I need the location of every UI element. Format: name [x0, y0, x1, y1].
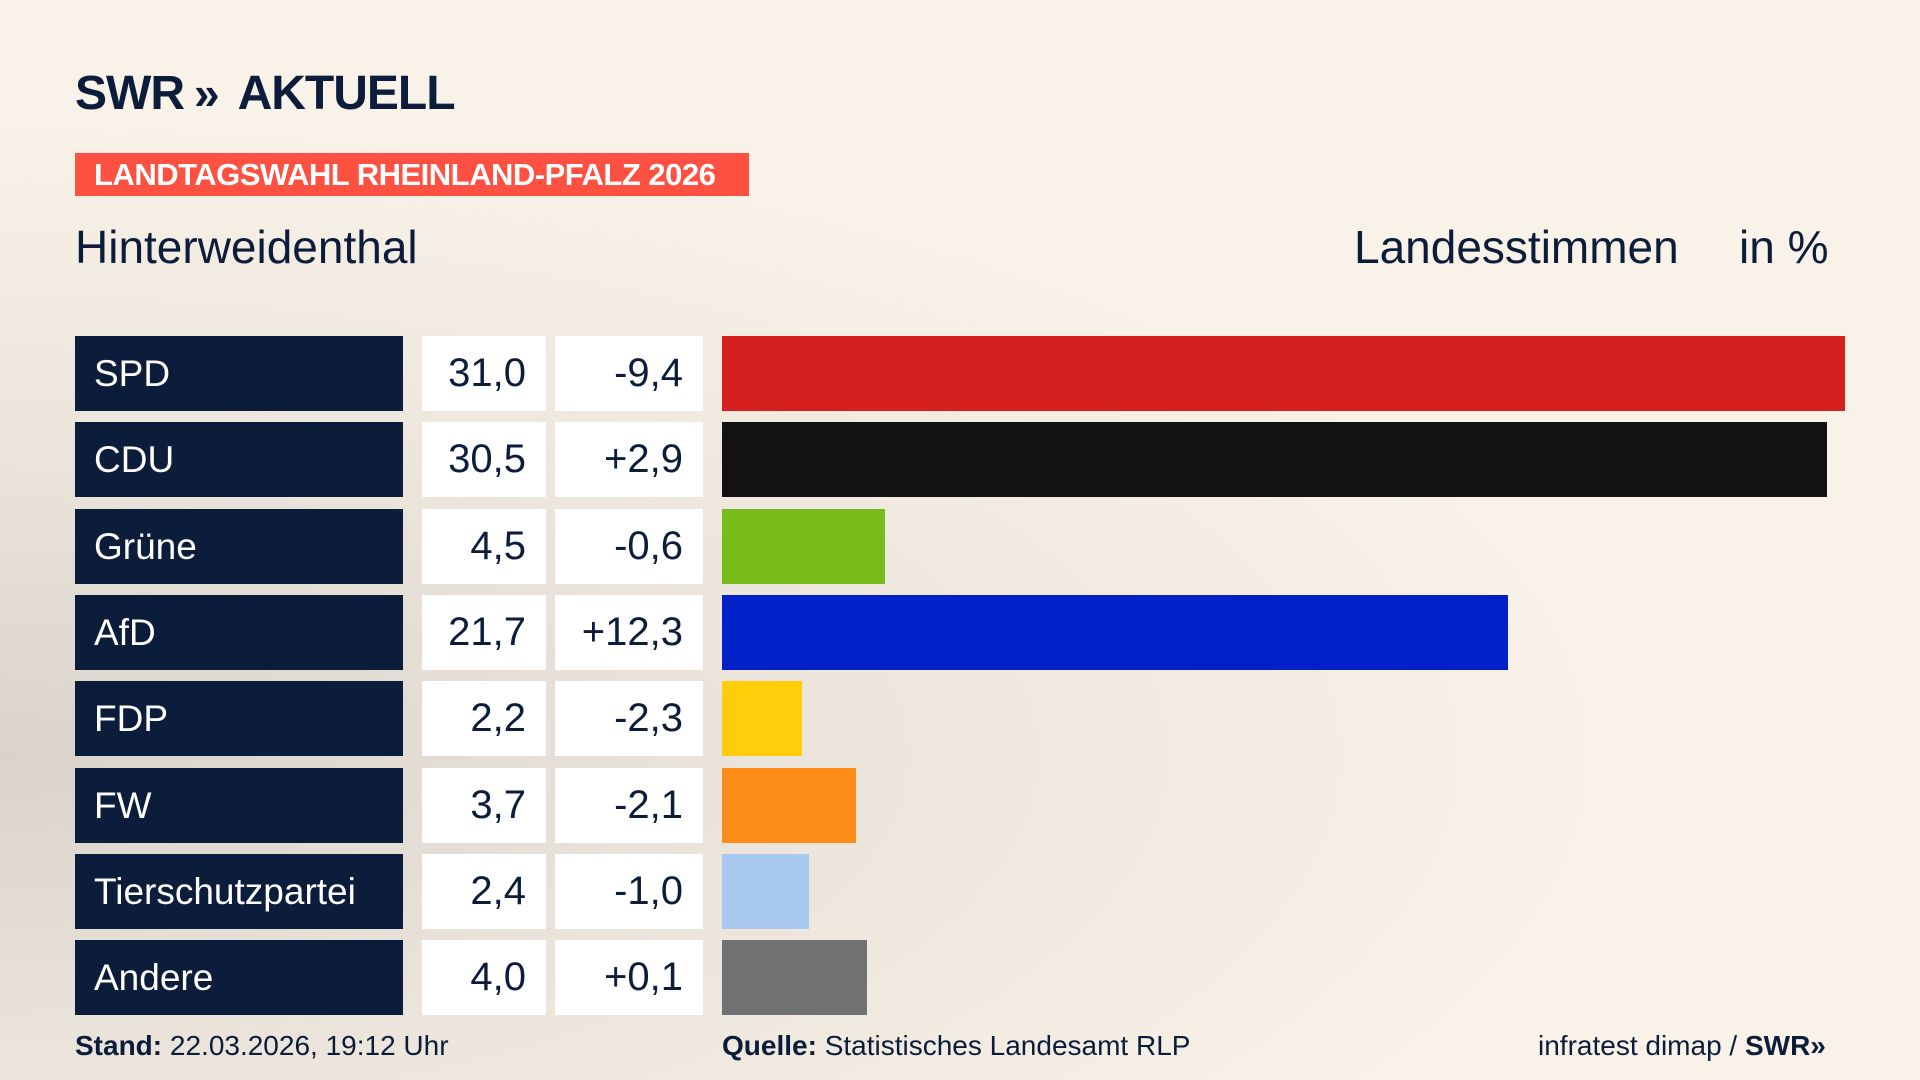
credit-text: infratest dimap /: [1538, 1030, 1738, 1061]
party-diff: -1,0: [555, 853, 703, 929]
party-bar: [722, 767, 857, 843]
chevron-icon: »: [193, 67, 219, 119]
party-name: FDP: [75, 681, 403, 757]
party-name: Grüne: [75, 508, 403, 584]
stand: Stand: 22.03.2026, 19:12 Uhr: [75, 1030, 449, 1062]
party-value: 4,0: [422, 940, 546, 1016]
party-row: FDP 2,2 -2,3: [75, 681, 1875, 757]
party-name: Tierschutzpartei: [75, 853, 403, 929]
party-value: 31,0: [422, 336, 546, 411]
source: Quelle: Statistisches Landesamt RLP: [722, 1030, 1190, 1062]
party-row: Tierschutzpartei 2,4 -1,0: [75, 853, 1875, 929]
party-bar: [722, 508, 886, 584]
party-row: CDU 30,5 +2,9: [75, 422, 1875, 498]
party-row: Andere 4,0 +0,1: [75, 940, 1875, 1016]
party-row: Grüne 4,5 -0,6: [75, 508, 1875, 584]
party-row: FW 3,7 -2,1: [75, 767, 1875, 843]
party-bar: [722, 594, 1509, 670]
unit-label: in %: [1739, 221, 1829, 273]
logo-swr: SWR: [75, 66, 185, 120]
party-name: SPD: [75, 336, 403, 411]
party-value: 3,7: [422, 767, 546, 843]
party-value: 30,5: [422, 422, 546, 498]
swr-aktuell-logo: SWR » AKTUELL: [75, 67, 456, 120]
source-label: Quelle:: [722, 1030, 817, 1061]
source-value: Statistisches Landesamt RLP: [824, 1030, 1191, 1061]
party-bar: [722, 422, 1827, 498]
party-name: AfD: [75, 594, 403, 670]
party-value: 21,7: [422, 594, 546, 670]
party-diff: -2,1: [555, 767, 703, 843]
place-title: Hinterweidenthal: [75, 221, 418, 273]
party-diff: -0,6: [555, 508, 703, 584]
stand-label: Stand:: [75, 1030, 163, 1061]
party-diff: +2,9: [555, 422, 703, 498]
party-value: 2,4: [422, 853, 546, 929]
party-diff: +0,1: [555, 940, 703, 1016]
party-diff: -9,4: [555, 336, 703, 411]
party-value: 4,5: [422, 508, 546, 584]
logo-aktuell: AKTUELL: [237, 66, 456, 120]
election-banner: LANDTAGSWAHL RHEINLAND-PFALZ 2026: [75, 153, 749, 196]
party-row: SPD 31,0 -9,4: [75, 336, 1875, 411]
vote-type-label: Landesstimmen: [1354, 221, 1679, 273]
party-bar: [722, 681, 802, 757]
party-row: AfD 21,7 +12,3: [75, 594, 1875, 670]
credit: infratest dimap / SWR»: [1538, 1030, 1826, 1062]
party-bar: [722, 853, 809, 929]
party-diff: -2,3: [555, 681, 703, 757]
party-name: FW: [75, 767, 403, 843]
party-value: 2,2: [422, 681, 546, 757]
stand-value: 22.03.2026, 19:12 Uhr: [169, 1030, 449, 1061]
party-bar: [722, 940, 867, 1016]
party-bar: [722, 336, 1845, 411]
party-diff: +12,3: [555, 594, 703, 670]
swr-logo-small: SWR»: [1744, 1030, 1826, 1061]
party-name: CDU: [75, 422, 403, 498]
party-name: Andere: [75, 940, 403, 1016]
